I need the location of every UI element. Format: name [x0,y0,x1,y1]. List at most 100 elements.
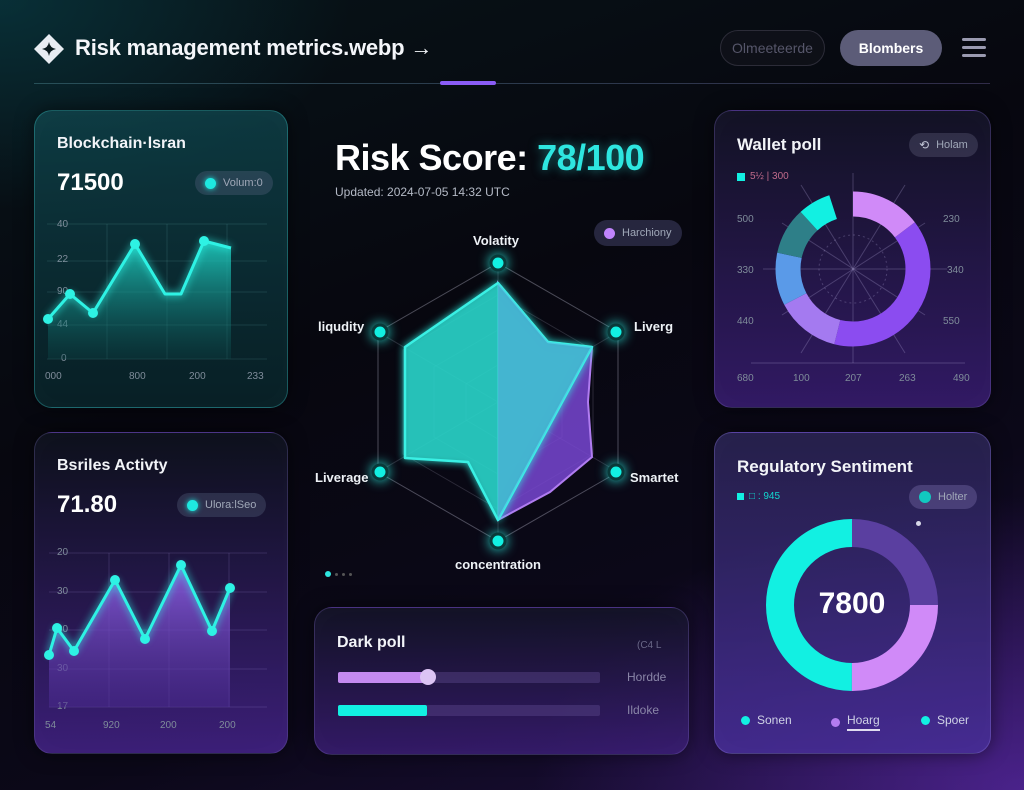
chip-label: Harchiony [622,227,672,239]
card-title: Blockchain·lsran [57,135,186,152]
chip-label: Holter [938,491,968,503]
risk-score-value: 78/100 [537,137,645,178]
legend-text: □ : 945 [749,491,781,502]
activity-chip[interactable]: Ulora:lSeo [177,493,267,517]
x-tick: 000 [45,371,62,382]
card-value: 71.80 [57,491,118,518]
y-tick: 90 [57,286,69,297]
legend-dot-icon [921,715,930,725]
legend-square-icon [737,493,744,500]
x-tick: 54 [45,720,57,731]
progress-fill [338,672,428,683]
regulatory-chip[interactable]: Holter [909,485,978,509]
radar-axis-label: Volatity [473,233,519,248]
slider-thumb[interactable] [420,669,436,685]
legend-item[interactable]: Hoarg [831,713,880,731]
x-tick: 800 [129,371,146,382]
regulatory-mini-legend: □ : 945 [737,491,780,502]
y-tick: 30 [57,586,69,597]
risk-score-heading: Risk Score: 78/100 [335,137,645,179]
x-tick: 680 [737,373,754,384]
regulatory-sentiment-card: Regulatory Sentiment □ : 945 Holter 7800… [714,432,991,754]
hamburger-icon[interactable] [962,38,986,58]
left-label: 500 [737,214,754,225]
updated-timestamp: Updated: 2024-07-05 14:32 UTC [335,185,510,199]
legend-label: Hoarg [847,713,880,731]
risk-score-label: Risk Score: [335,137,538,178]
legend-text: 5½ | 300 [750,171,789,182]
progress-fill [338,705,428,716]
status-dot-icon [205,177,216,189]
card-title: Regulatory Sentiment [737,457,913,476]
secondary-button[interactable]: Olmeeteerde [720,30,825,66]
y-tick: 30 [57,624,69,635]
wallet-donut-chart [751,173,965,364]
activity-card: Bsriles Activty 71.80 Ulora:lSeo 20 30 3… [34,432,288,754]
legend-square-icon [737,172,745,181]
right-label: 340 [947,265,964,276]
page-title: Risk management metrics.webp → [75,35,433,60]
center-value: 7800 [818,587,886,620]
radar-axis-label: Liverage [315,470,369,485]
legend-item: Spoer [921,713,969,727]
volume-area-chart [43,223,267,360]
left-label: 440 [737,316,754,327]
x-tick: 100 [793,373,810,384]
wallet-chip[interactable]: ⟲ Holam [909,133,978,157]
carousel-pager[interactable] [325,571,352,577]
radar-axis-label: Liverg [634,319,674,334]
volume-chip[interactable]: Volum:0 [195,171,273,195]
x-tick: 263 [899,373,916,384]
x-tick: 200 [219,720,236,731]
status-dot-icon [187,499,198,511]
x-tick: 920 [103,720,120,731]
left-label: 330 [737,265,754,276]
top-bar: Risk management metrics.webp → Olmeeteer… [0,0,1024,90]
right-label: 230 [943,214,960,225]
card-title: Dark poll [337,634,406,651]
dark-pool-card: Dark poll (C4 L Hordde Ildoke [314,607,689,755]
active-tab-indicator [440,81,496,85]
y-tick: 22 [57,254,69,265]
sentiment-donut-chart [766,519,938,691]
x-tick: 490 [953,373,970,384]
progress-bar-2[interactable] [338,705,600,716]
corner-label: (C4 L [637,640,662,651]
x-tick: 200 [160,720,177,731]
primary-button[interactable]: Blombers [840,30,942,66]
progress-bar-1[interactable] [338,669,600,685]
x-tick: 200 [189,371,206,382]
legend-dot-icon [741,715,750,725]
clock-icon [919,491,931,503]
indicator-dot [916,521,921,526]
legend-item: Sonen [741,713,792,727]
bar-label: Hordde [627,670,667,684]
chip-label: Volum:0 [223,177,263,189]
card-title: Bsriles Activty [57,457,168,474]
bar-label: Ildoke [627,703,660,717]
card-title: Wallet poll [737,135,822,154]
x-tick: 233 [247,371,264,382]
diamond-logo-icon [34,34,64,64]
radar-axis-label: liqudity [318,319,365,334]
chip-label: Holam [936,139,968,151]
wallet-mini-legend: 5½ | 300 [737,171,789,182]
header-divider [34,83,990,84]
legend-label: Spoer [937,713,970,727]
x-tick: 207 [845,373,862,384]
legend-dot-icon [831,717,840,727]
legend-dot-icon [604,227,615,239]
legend-label: Sonen [757,713,792,727]
radar-axis-label: concentration [455,557,541,572]
wallet-pool-card: Wallet poll ⟲ Holam 5½ | 300 500 330 440… [714,110,991,408]
activity-area-chart [44,552,267,708]
card-value: 71500 [57,169,124,196]
y-tick: 40 [57,219,69,230]
risk-radar-chart [371,254,625,550]
right-label: 550 [943,316,960,327]
radar-axis-label: Smartet [630,470,679,485]
blockchain-card: Blockchain·lsran 71500 Volum:0 40 22 90 … [34,110,288,408]
radar-legend-chip[interactable]: Harchiony [594,220,682,246]
y-tick: 20 [57,547,69,558]
refresh-icon: ⟲ [919,138,930,152]
